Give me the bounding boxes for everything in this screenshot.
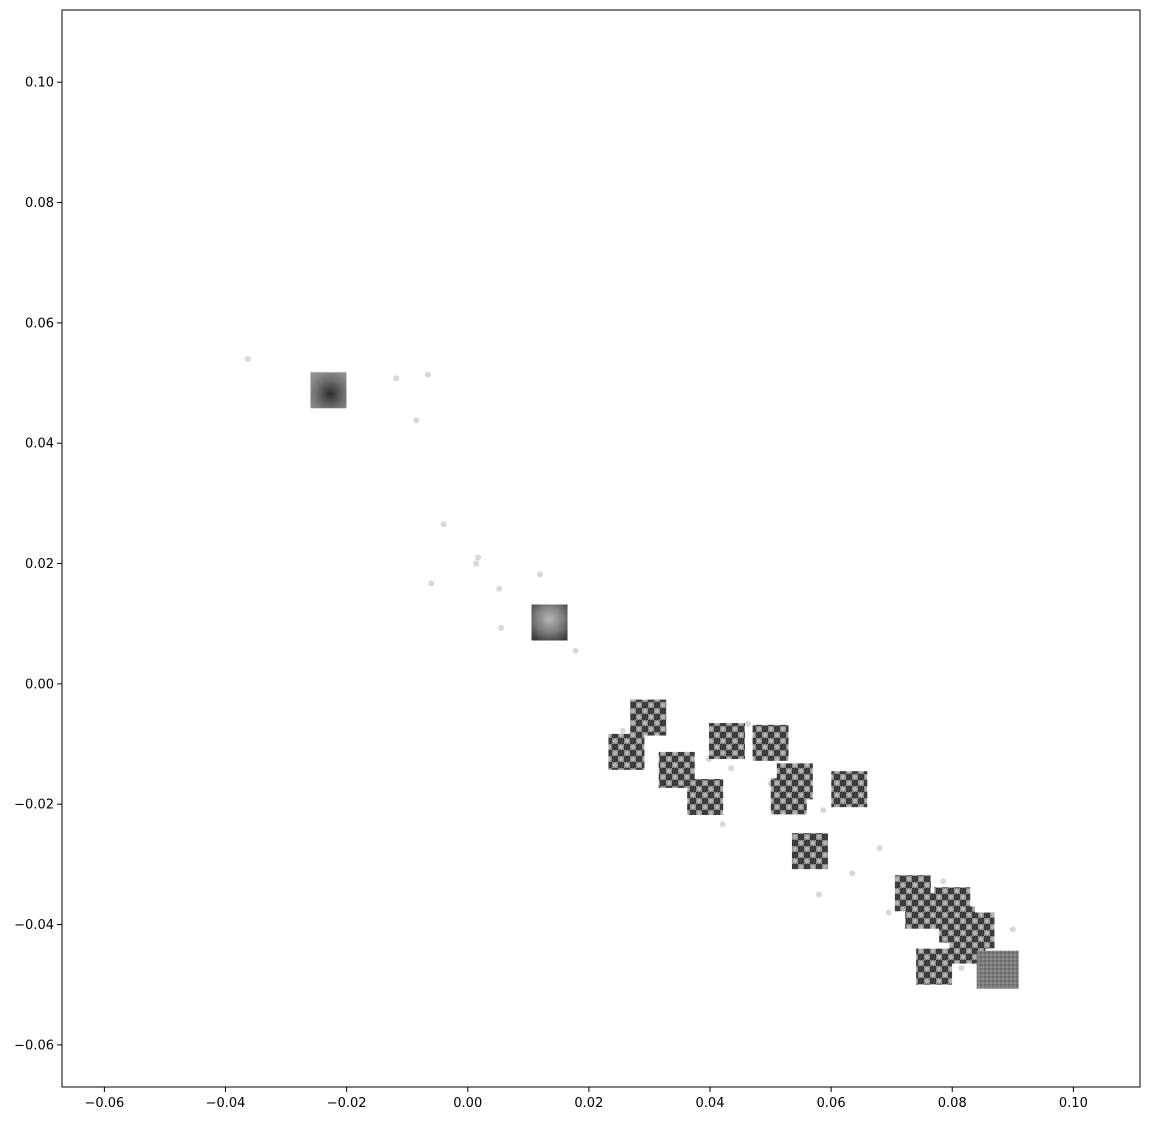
scatter-point <box>745 720 752 727</box>
scatter-point <box>475 554 482 561</box>
scatter-point <box>728 765 735 772</box>
image-thumbnail <box>791 833 828 870</box>
scatter-point <box>820 807 827 814</box>
scatter-point <box>413 417 420 424</box>
data-points <box>244 355 1016 971</box>
x-tick-label: 0.02 <box>574 1096 603 1111</box>
scatter-point <box>719 821 726 828</box>
image-thumbnails <box>310 372 1019 989</box>
scatter-point <box>393 375 400 382</box>
scatter-point <box>849 870 856 877</box>
y-tick-label: 0.08 <box>25 196 54 211</box>
image-thumbnail <box>608 733 645 770</box>
y-tick-label: 0.02 <box>25 557 54 572</box>
scatter-point <box>473 560 480 567</box>
scatter-point <box>816 891 823 898</box>
y-tick-label: −0.06 <box>14 1038 54 1053</box>
image-thumbnail <box>531 604 568 641</box>
x-tick-label: 0.10 <box>1059 1096 1088 1111</box>
x-tick-label: −0.02 <box>327 1096 367 1111</box>
x-tick-label: 0.00 <box>453 1096 482 1111</box>
y-tick-label: 0.10 <box>25 76 54 91</box>
scatter-point <box>244 355 251 362</box>
image-thumbnail <box>770 778 807 815</box>
y-tick-label: 0.00 <box>25 677 54 692</box>
x-tick-label: 0.08 <box>938 1096 967 1111</box>
y-tick-label: 0.06 <box>25 316 54 331</box>
image-thumbnail <box>630 699 667 736</box>
scatter-point <box>940 878 947 885</box>
image-thumbnail <box>310 372 347 409</box>
scatter-point <box>1009 926 1016 933</box>
scatter-point <box>498 624 505 631</box>
x-tick-label: −0.06 <box>84 1096 124 1111</box>
image-thumbnail <box>916 948 953 985</box>
x-tick-label: 0.04 <box>696 1096 725 1111</box>
scatter-point <box>619 727 626 734</box>
image-thumbnail <box>708 723 745 760</box>
image-thumbnail <box>752 724 789 761</box>
y-tick-label: 0.04 <box>25 437 54 452</box>
scatter-point <box>885 909 892 916</box>
y-tick-label: −0.02 <box>14 798 54 813</box>
scatter-point <box>876 845 883 852</box>
x-tick-label: −0.04 <box>206 1096 246 1111</box>
scatter-point <box>572 647 579 654</box>
scatter-point <box>440 521 447 528</box>
scatter-point <box>958 964 965 971</box>
image-thumbnail <box>976 950 1019 989</box>
x-tick-label: 0.06 <box>817 1096 846 1111</box>
image-thumbnail <box>687 778 724 815</box>
scatter-point <box>536 571 543 578</box>
scatter-point <box>428 580 435 587</box>
image-thumbnail <box>831 771 868 808</box>
plot-frame <box>61 9 1141 1088</box>
scatter-point <box>424 371 431 378</box>
y-tick-label: −0.04 <box>14 918 54 933</box>
axis-ticks: −0.06 −0.04 −0.02 0.00 0.02 0.04 0.06 0.08 0.10 −… <box>14 76 1088 1111</box>
scatter-point <box>496 585 503 592</box>
